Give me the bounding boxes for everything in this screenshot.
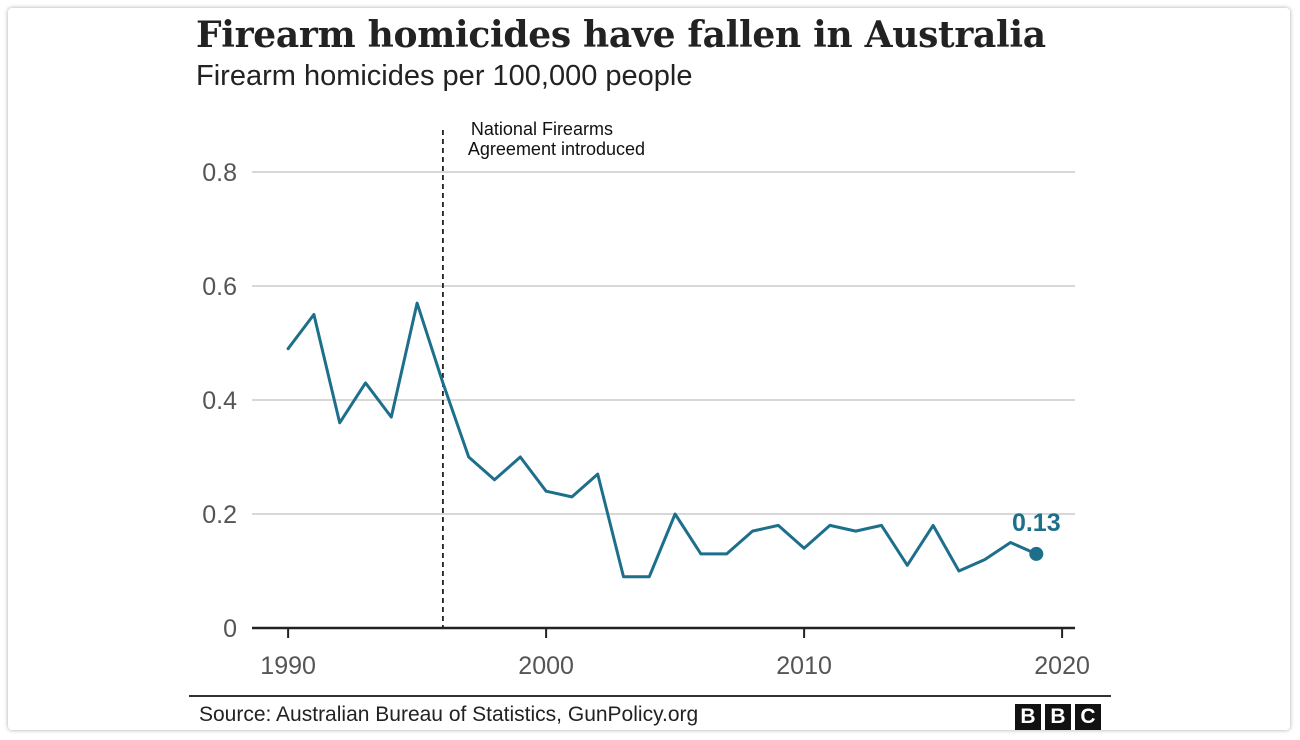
data-point xyxy=(775,522,781,528)
data-point xyxy=(621,574,627,580)
end-label-group: 0.13 xyxy=(1012,509,1061,561)
data-point xyxy=(827,522,833,528)
data-point xyxy=(595,471,601,477)
logo-letter-3: C xyxy=(1075,704,1101,730)
bbc-logo: B B C xyxy=(1015,704,1101,730)
chart-subtitle: Firearm homicides per 100,000 people xyxy=(196,60,693,92)
y-tick-label: 0.6 xyxy=(202,273,237,301)
data-point xyxy=(698,551,704,557)
data-point xyxy=(543,488,549,494)
annotation-text-line-1: National Firearms xyxy=(471,119,613,139)
y-tick-label: 0.2 xyxy=(202,501,237,529)
data-point xyxy=(930,522,936,528)
data-point xyxy=(750,528,756,534)
x-tick-label: 2010 xyxy=(776,652,832,680)
data-point xyxy=(982,557,988,563)
data-point xyxy=(724,551,730,557)
annotation-text-line-2: Agreement introduced xyxy=(468,139,645,159)
footer-divider xyxy=(189,695,1111,697)
data-point xyxy=(956,568,962,574)
logo-letter-2: B xyxy=(1045,704,1071,730)
y-tick-labels: 0 0.2 0.4 0.6 0.8 xyxy=(202,159,237,643)
data-point xyxy=(569,494,575,500)
data-point xyxy=(853,528,859,534)
y-tick-label: 0.8 xyxy=(202,159,237,187)
chart-card xyxy=(8,8,1290,730)
y-tick-label: 0.4 xyxy=(202,387,237,415)
data-point xyxy=(311,312,317,318)
data-point xyxy=(414,300,420,306)
x-tick-labels: 1990 2000 2010 2020 xyxy=(260,628,1090,680)
data-point xyxy=(466,454,472,460)
chart-title: Firearm homicides have fallen in Austral… xyxy=(196,14,1046,56)
source-text: Source: Australian Bureau of Statistics,… xyxy=(199,703,699,726)
end-point-marker xyxy=(1029,546,1044,561)
data-point xyxy=(337,420,343,426)
x-tick-label: 2000 xyxy=(518,652,574,680)
data-point xyxy=(646,574,652,580)
data-point xyxy=(801,545,807,551)
data-point xyxy=(388,414,394,420)
data-point xyxy=(517,454,523,460)
y-tick-label: 0 xyxy=(223,615,237,643)
data-point xyxy=(492,477,498,483)
series-line xyxy=(286,301,1038,579)
data-point xyxy=(879,522,885,528)
data-point xyxy=(1008,540,1014,546)
series-lines xyxy=(286,301,1038,579)
data-point xyxy=(440,380,446,386)
data-point xyxy=(285,346,291,352)
data-point xyxy=(363,380,369,386)
data-point xyxy=(904,562,910,568)
gridlines xyxy=(252,171,1075,515)
x-tick-label: 2020 xyxy=(1034,652,1090,680)
x-tick-label: 1990 xyxy=(260,652,316,680)
data-point xyxy=(672,511,678,517)
end-value-label: 0.13 xyxy=(1012,509,1061,537)
logo-letter-1: B xyxy=(1015,704,1041,730)
